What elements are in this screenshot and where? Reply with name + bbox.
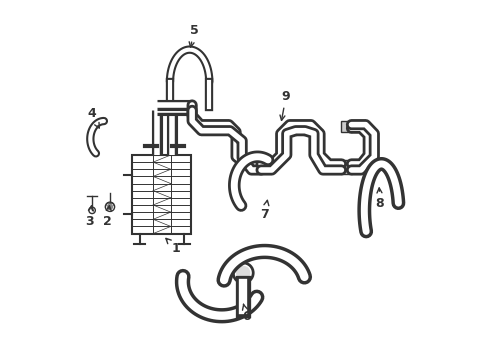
Text: 3: 3 xyxy=(85,206,94,228)
Circle shape xyxy=(107,204,113,209)
FancyBboxPatch shape xyxy=(341,160,352,174)
Text: 4: 4 xyxy=(87,108,99,128)
FancyBboxPatch shape xyxy=(341,121,352,132)
Text: 5: 5 xyxy=(189,23,198,47)
Circle shape xyxy=(237,266,249,279)
Text: 7: 7 xyxy=(260,200,269,221)
Text: 6: 6 xyxy=(243,304,251,323)
Text: 9: 9 xyxy=(280,90,291,120)
Text: 8: 8 xyxy=(376,188,384,210)
FancyBboxPatch shape xyxy=(132,155,192,234)
Text: 2: 2 xyxy=(103,206,112,228)
Text: 1: 1 xyxy=(166,238,181,255)
